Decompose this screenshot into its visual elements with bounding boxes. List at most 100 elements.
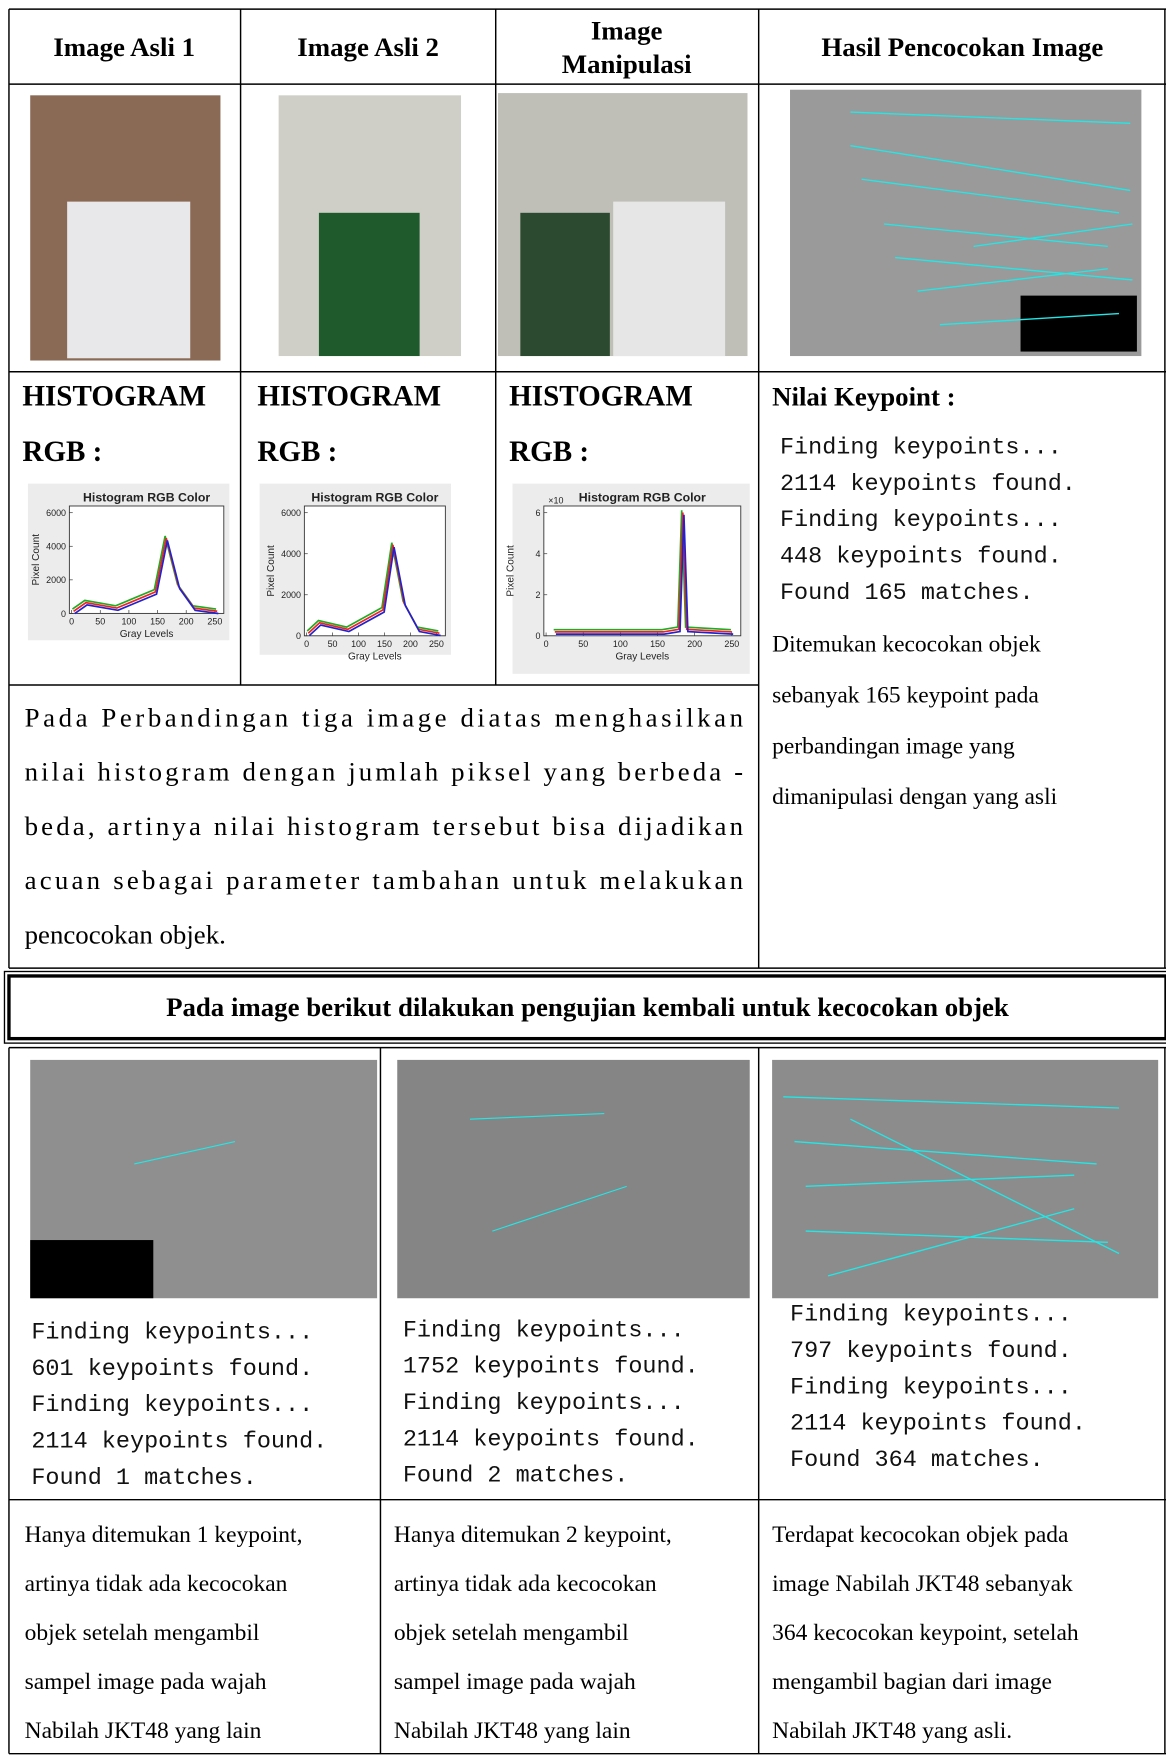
x-tick-label: 250 bbox=[724, 639, 739, 649]
y-axis-label: Pixel Count bbox=[31, 534, 42, 586]
test-log: Found 364 matches. bbox=[790, 1447, 1044, 1474]
keypoint-description: Ditemukan kecocokan objek bbox=[772, 631, 1041, 657]
y-tick-label: 0 bbox=[296, 631, 301, 641]
x-tick-label: 50 bbox=[328, 639, 338, 649]
x-tick-label: 200 bbox=[179, 617, 194, 627]
x-axis-label: Gray Levels bbox=[348, 651, 402, 662]
test-description: objek setelah mengambil bbox=[25, 1620, 260, 1646]
column-header: Manipulasi bbox=[562, 49, 692, 79]
test-log: Finding keypoints... bbox=[403, 1317, 685, 1344]
x-tick-label: 100 bbox=[351, 639, 366, 649]
test-log: Finding keypoints... bbox=[790, 1374, 1072, 1401]
y-axis-label: Pixel Count bbox=[266, 545, 277, 597]
column-header: Image bbox=[591, 15, 663, 45]
photo-detail bbox=[30, 1240, 153, 1298]
keypoint-log: Finding keypoints... bbox=[780, 507, 1062, 534]
column-header: Hasil Pencocokan Image bbox=[821, 32, 1103, 62]
keypoint-log: 2114 keypoints found. bbox=[780, 471, 1076, 498]
keypoint-log: Found 165 matches. bbox=[780, 580, 1034, 607]
keypoint-description: sebanyak 165 keypoint pada bbox=[772, 682, 1039, 708]
histogram-heading: RGB : bbox=[257, 436, 337, 468]
test-log: 2114 keypoints found. bbox=[31, 1429, 327, 1456]
test-description: artinya tidak ada kecocokan bbox=[25, 1571, 288, 1597]
y-tick-label: 6000 bbox=[46, 508, 66, 518]
histogram-heading: RGB : bbox=[22, 436, 102, 468]
test-log: Finding keypoints... bbox=[31, 1392, 313, 1419]
photo-detail bbox=[67, 202, 190, 359]
x-axis-label: Gray Levels bbox=[615, 651, 669, 662]
histogram-heading: HISTOGRAM bbox=[22, 380, 206, 412]
keypoint-description: perbandingan image yang bbox=[772, 733, 1015, 759]
test-log: 1752 keypoints found. bbox=[403, 1354, 699, 1381]
x-tick-label: 0 bbox=[69, 617, 74, 627]
x-tick-label: 200 bbox=[687, 639, 702, 649]
test-description: Terdapat kecocokan objek pada bbox=[772, 1522, 1069, 1548]
paragraph-line: Pada Perbandingan tiga image diatas meng… bbox=[25, 702, 744, 732]
y-tick-label: 4 bbox=[535, 549, 540, 559]
y-tick-label: 2000 bbox=[46, 575, 66, 585]
test-log: Finding keypoints... bbox=[790, 1302, 1072, 1329]
x-tick-label: 150 bbox=[150, 617, 165, 627]
paragraph-line: acuan sebagai parameter tambahan untuk m… bbox=[25, 865, 744, 895]
test-description: Nabilah JKT48 yang lain bbox=[25, 1718, 262, 1744]
photo bbox=[397, 1060, 749, 1298]
x-tick-label: 50 bbox=[578, 639, 588, 649]
y-tick-label: 2 bbox=[535, 590, 540, 600]
test-description: sampel image pada wajah bbox=[25, 1669, 267, 1695]
test-description: image Nabilah JKT48 sebanyak bbox=[772, 1571, 1073, 1597]
x-axis-label: Gray Levels bbox=[120, 629, 174, 640]
histogram-heading: HISTOGRAM bbox=[257, 380, 441, 412]
test-log: Finding keypoints... bbox=[403, 1390, 685, 1417]
test-log: Found 1 matches. bbox=[31, 1465, 257, 1492]
histogram-title: Histogram RGB Color bbox=[83, 491, 210, 505]
y-axis-label: Pixel Count bbox=[506, 545, 517, 597]
photo-detail bbox=[613, 202, 725, 356]
y-tick-label: 4000 bbox=[46, 542, 66, 552]
x-tick-label: 250 bbox=[207, 617, 222, 627]
test-description: sampel image pada wajah bbox=[394, 1669, 636, 1695]
y-tick-label: 4000 bbox=[281, 549, 301, 559]
x-tick-label: 250 bbox=[429, 639, 444, 649]
keypoint-log: 448 keypoints found. bbox=[780, 544, 1062, 571]
x-tick-label: 0 bbox=[304, 639, 309, 649]
x-tick-label: 50 bbox=[95, 617, 105, 627]
keypoint-label: Nilai Keypoint : bbox=[772, 381, 955, 411]
test-description: Hanya ditemukan 1 keypoint, bbox=[25, 1522, 303, 1548]
test-log: 601 keypoints found. bbox=[31, 1356, 313, 1383]
keypoint-description: dimanipulasi dengan yang asli bbox=[772, 784, 1057, 810]
test-log: 2114 keypoints found. bbox=[790, 1411, 1086, 1438]
histogram-title: Histogram RGB Color bbox=[579, 491, 706, 505]
test-description: objek setelah mengambil bbox=[394, 1620, 629, 1646]
photo-detail bbox=[520, 213, 610, 356]
plot-area bbox=[69, 506, 223, 613]
keypoint-log: Finding keypoints... bbox=[780, 434, 1062, 461]
test-description: mengambil bagian dari image bbox=[772, 1669, 1052, 1695]
y-tick-label: 0 bbox=[61, 609, 66, 619]
paragraph-line: pencocokan objek. bbox=[25, 920, 226, 950]
column-header: Image Asli 1 bbox=[53, 32, 195, 62]
test-log: Finding keypoints... bbox=[31, 1320, 313, 1347]
document: Image Asli 1Image Asli 2ImageManipulasiH… bbox=[0, 0, 1166, 1755]
paragraph-line: nilai histogram dengan jumlah piksel yan… bbox=[25, 757, 743, 787]
plot-area bbox=[544, 506, 741, 636]
histogram-heading: RGB : bbox=[509, 436, 589, 468]
paragraph-line: beda, artinya nilai histogram tersebut b… bbox=[25, 811, 744, 841]
x-tick-label: 100 bbox=[613, 639, 628, 649]
photo-detail bbox=[1021, 296, 1137, 352]
histogram-heading: HISTOGRAM bbox=[509, 380, 693, 412]
banner-text: Pada image berikut dilakukan pengujian k… bbox=[166, 992, 1009, 1022]
x-tick-label: 200 bbox=[403, 639, 418, 649]
x-tick-label: 150 bbox=[650, 639, 665, 649]
x-tick-label: 150 bbox=[377, 639, 392, 649]
test-description: artinya tidak ada kecocokan bbox=[394, 1571, 657, 1597]
y-multiplier: ×10 bbox=[548, 496, 563, 506]
test-log: 797 keypoints found. bbox=[790, 1338, 1072, 1365]
x-tick-label: 0 bbox=[544, 639, 549, 649]
test-description: Nabilah JKT48 yang asli. bbox=[772, 1718, 1012, 1744]
y-tick-label: 0 bbox=[535, 631, 540, 641]
histogram-title: Histogram RGB Color bbox=[311, 491, 438, 505]
x-tick-label: 100 bbox=[121, 617, 136, 627]
test-description: 364 kecocokan keypoint, setelah bbox=[772, 1620, 1079, 1646]
photo-detail bbox=[319, 213, 420, 356]
test-description: Nabilah JKT48 yang lain bbox=[394, 1718, 631, 1744]
